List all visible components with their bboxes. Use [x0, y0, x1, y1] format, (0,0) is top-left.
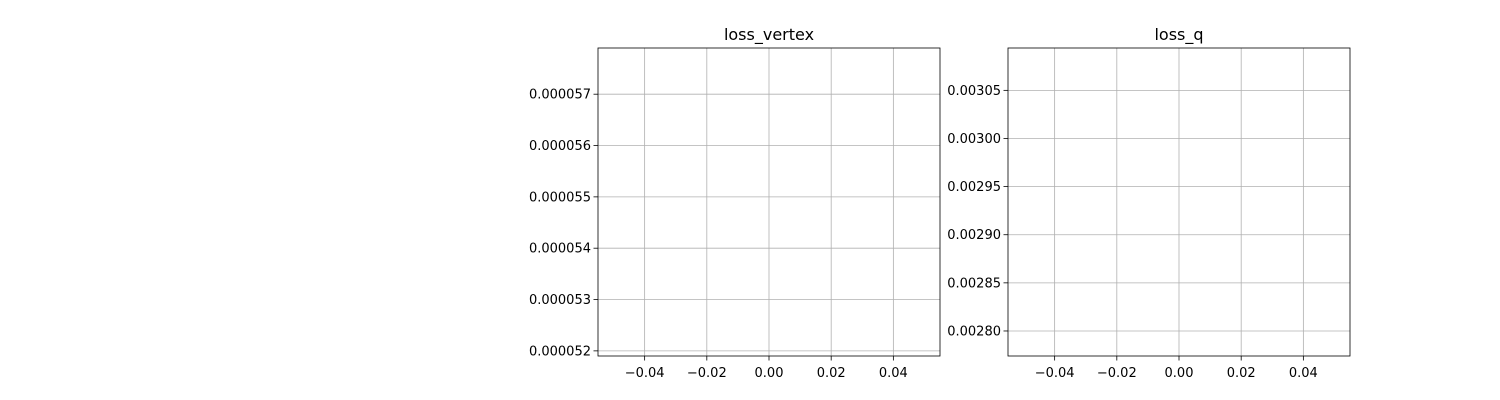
axes-frame [597, 47, 941, 357]
y-tick-label: 0.00295 [947, 180, 1001, 195]
y-tick-label: 0.000057 [529, 88, 591, 103]
y-tick-label: 0.00285 [947, 276, 1001, 291]
x-tick-label: 0.02 [817, 366, 846, 381]
x-tick-label: −0.02 [1097, 366, 1137, 381]
y-tick-label: 0.000054 [529, 242, 591, 257]
x-tick-label: −0.04 [625, 366, 665, 381]
y-tick-label: 0.00290 [947, 228, 1001, 243]
y-tick-label: 0.000053 [529, 293, 591, 308]
y-tick-label: 0.000052 [529, 344, 591, 359]
grid [598, 48, 940, 356]
grid [1008, 48, 1350, 356]
ticks: −0.04 −0.02 0.00 0.02 0.04 0.000052 0.000053 0.… [529, 88, 908, 381]
ticks: −0.04 −0.02 0.00 0.02 0.04 0.00280 0.00285 0.00… [947, 84, 1318, 381]
x-tick-label: −0.02 [687, 366, 727, 381]
x-tick-label: 0.04 [879, 366, 908, 381]
chart-title: loss_vertex [724, 25, 814, 45]
y-tick-label: 0.00280 [947, 324, 1001, 339]
axes-frame [1007, 47, 1351, 357]
chart-loss-vertex: loss_vertex −0.04 −0.02 0.00 0.02 0.04 0.0000… [529, 25, 941, 381]
x-tick-label: 0.04 [1289, 366, 1318, 381]
chart-loss-q: loss_q −0.04 −0.02 0.00 0.02 0.04 0.00280 0.00… [947, 25, 1351, 381]
y-tick-label: 0.000055 [529, 190, 591, 205]
x-tick-label: 0.02 [1227, 366, 1256, 381]
x-tick-label: 0.00 [755, 366, 784, 381]
x-tick-label: 0.00 [1165, 366, 1194, 381]
y-tick-label: 0.000056 [529, 139, 591, 154]
x-tick-label: −0.04 [1035, 366, 1075, 381]
y-tick-label: 0.00300 [947, 132, 1001, 147]
chart-title: loss_q [1154, 25, 1203, 45]
y-tick-label: 0.00305 [947, 84, 1001, 99]
